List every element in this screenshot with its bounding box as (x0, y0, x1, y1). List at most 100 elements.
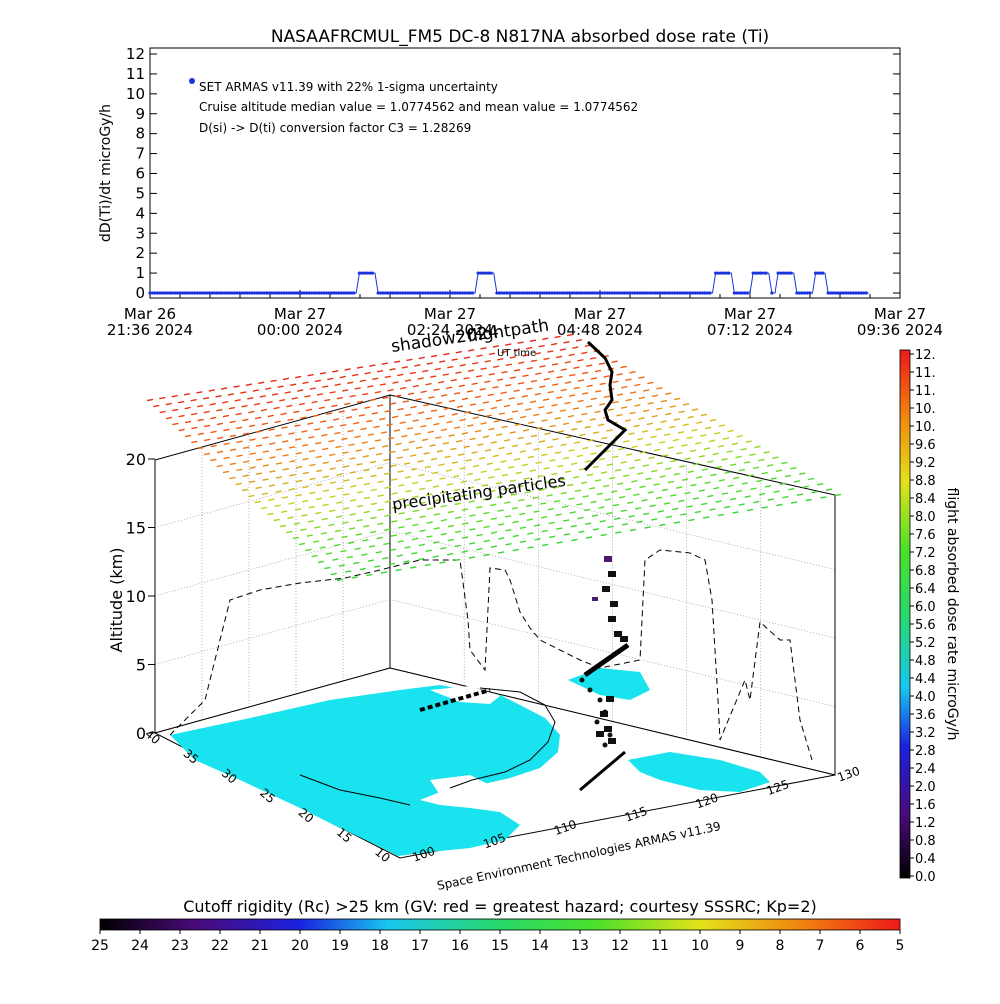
dose-grid-mark (484, 449, 492, 452)
dose-grid-mark (440, 532, 447, 536)
dose-rate-point (190, 291, 194, 295)
dose-rate-point (339, 291, 343, 295)
dose-grid-mark (289, 383, 297, 387)
dose-grid-mark (295, 465, 303, 469)
dose-grid-mark (759, 492, 766, 496)
dose-rate-point (721, 271, 726, 275)
dose-grid-mark (229, 434, 237, 438)
dose-grid-mark (408, 440, 415, 444)
dose-grid-mark (370, 502, 377, 506)
dose-grid-mark (387, 388, 394, 392)
dose-grid-mark (424, 465, 431, 469)
dose-grid-mark (665, 392, 672, 395)
dose-grid-mark (325, 552, 333, 555)
dose-grid-mark (679, 465, 686, 468)
dose-grid-mark (412, 384, 419, 388)
dose-rate-point (168, 291, 172, 295)
dose-rate-point (680, 291, 685, 295)
floor-dose-point (602, 742, 608, 748)
dose-grid-mark (440, 504, 447, 508)
dose-grid-mark (673, 418, 681, 421)
dose-rate-point (227, 291, 232, 295)
dose-grid-mark (649, 504, 656, 508)
dose-grid-mark (656, 387, 663, 390)
dose-rate-point (648, 291, 652, 295)
dose-grid-mark (440, 428, 448, 432)
legend-line-2: Cruise altitude median value = 1.0774562… (199, 100, 638, 114)
dose-grid-mark (306, 534, 313, 537)
dose-rate-point (423, 291, 427, 295)
dose-grid-mark (273, 518, 280, 522)
dose-grid-mark (726, 450, 733, 453)
dose-grid-mark (472, 416, 479, 420)
dose-grid-mark (669, 425, 676, 429)
dose-grid-mark (330, 572, 337, 576)
dose-grid-mark (353, 561, 360, 565)
dose-grid-mark (793, 480, 800, 483)
dose-grid-mark (320, 420, 327, 423)
dose-rate-point (700, 291, 705, 295)
dose-grid-mark (356, 476, 364, 480)
dose-grid-mark (315, 455, 323, 459)
dose-rate-point (299, 291, 304, 295)
dose-grid-mark (295, 493, 302, 497)
dose-grid-mark (541, 453, 548, 457)
dose-grid-mark (382, 556, 389, 560)
dose-grid-mark (531, 482, 538, 486)
dose-grid-mark (650, 435, 657, 439)
dose-grid-mark (398, 526, 405, 529)
dose-grid-mark (356, 366, 364, 369)
dose-grid-mark (350, 499, 357, 502)
dose-grid-mark (510, 493, 518, 496)
dose-grid-mark (383, 542, 390, 546)
flight-path-3d (583, 340, 628, 472)
dose-grid-mark (222, 414, 230, 418)
dose-grid-mark (596, 492, 604, 496)
dose-rate-point (525, 291, 529, 295)
dose-grid-mark (527, 455, 534, 459)
dose-grid-mark (430, 457, 438, 461)
dose-grid-mark (552, 383, 559, 386)
dose-rate-point (210, 291, 214, 295)
dose-grid-mark (447, 552, 454, 556)
dose-grid-mark (659, 475, 666, 478)
dose-grid-mark (281, 426, 288, 429)
dose-grid-mark (517, 381, 525, 385)
dose-grid-mark (614, 468, 622, 472)
dose-grid-mark (454, 516, 462, 520)
dose-rate-point (460, 291, 465, 295)
dose-grid-mark (293, 522, 301, 525)
dose-grid-mark (467, 424, 474, 427)
dose-grid-mark (483, 539, 490, 543)
dose-grid-mark (439, 477, 446, 480)
dose-grid-mark (538, 406, 545, 409)
dose-grid-mark (770, 477, 777, 480)
vertical-dose-point (610, 601, 618, 607)
dose-grid-mark (348, 527, 356, 530)
dose-grid-mark (236, 468, 243, 472)
dose-grid-mark (277, 385, 284, 388)
dose-grid-mark (663, 502, 671, 505)
dose-grid-mark (731, 442, 738, 446)
dose-grid-mark (569, 373, 576, 377)
dose-grid-mark (645, 477, 652, 481)
dose-grid-mark (172, 422, 179, 426)
dose-grid-mark (466, 390, 473, 393)
dose-rate-point (476, 271, 480, 275)
left-wall-grid (154, 599, 391, 665)
dose-grid-mark (395, 442, 402, 446)
dose-grid-mark (653, 448, 661, 452)
dose-grid-mark (540, 502, 547, 505)
dose-grid-mark (655, 496, 662, 500)
dose-rate-point (170, 291, 174, 295)
vertical-dose-point (592, 597, 598, 601)
dose-rate-point (663, 291, 667, 295)
dose-rate-point (512, 291, 517, 295)
dose-color-bar-tick-label: 4.4 (915, 672, 936, 687)
dose-grid-mark (329, 481, 336, 484)
dose-grid-mark (367, 433, 374, 436)
dose-grid-mark (511, 506, 518, 510)
dose-rate-point (735, 291, 739, 295)
floor-dose-point (607, 732, 613, 738)
dose-rate-point (658, 291, 662, 295)
